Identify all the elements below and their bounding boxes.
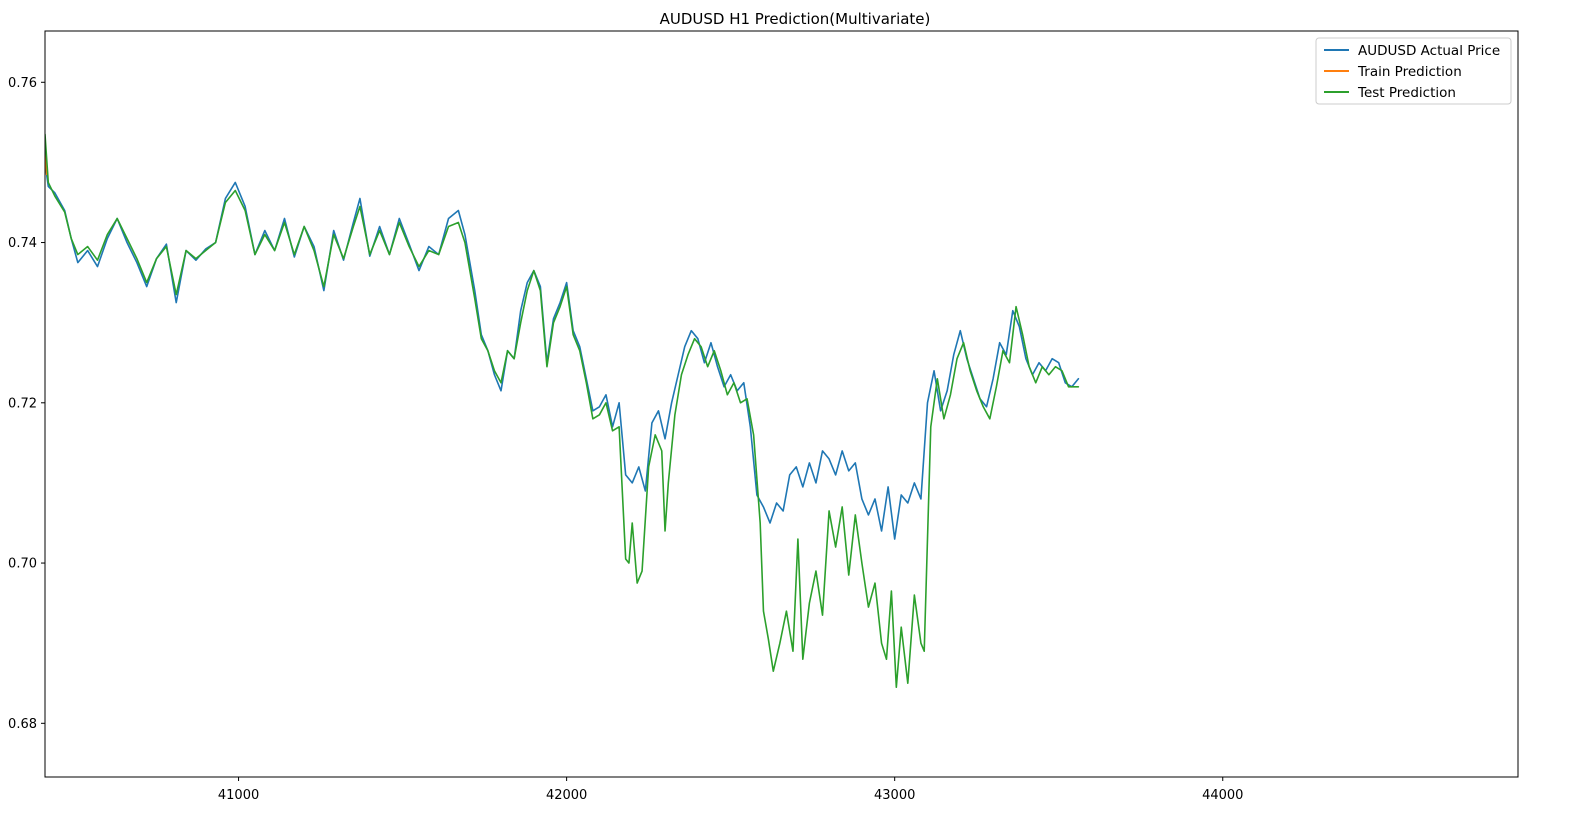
legend: AUDUSD Actual Price Train Prediction Test … (1315, 37, 1512, 105)
y-tick-label: 0.70 (8, 557, 37, 572)
y-axis: 0.68 0.70 0.72 0.74 0.76 (8, 76, 45, 732)
chart-title: AUDUSD H1 Prediction(Multivariate) (660, 10, 931, 28)
series-lines (45, 133, 1080, 689)
legend-box (1315, 37, 1512, 105)
y-tick-label: 0.74 (8, 236, 37, 251)
legend-label-audusd-actual-price: AUDUSD Actual Price (1358, 43, 1500, 59)
y-tick-label: 0.72 (8, 396, 37, 411)
legend-label-train-prediction: Train Prediction (1357, 64, 1462, 80)
x-tick-label: 41000 (218, 788, 259, 803)
y-tick-label: 0.68 (8, 717, 37, 732)
series-line-test-prediction (45, 133, 1080, 689)
x-tick-label: 44000 (1202, 788, 1243, 803)
series-line-audusd-actual-price (45, 161, 1080, 540)
plot-area (44, 30, 1519, 778)
x-tick-label: 43000 (874, 788, 915, 803)
plot-frame (44, 30, 1519, 778)
x-axis: 41000 42000 43000 44000 (218, 777, 1243, 803)
y-tick-label: 0.76 (8, 76, 37, 91)
legend-label-test-prediction: Test Prediction (1357, 85, 1456, 101)
x-tick-label: 42000 (546, 788, 587, 803)
